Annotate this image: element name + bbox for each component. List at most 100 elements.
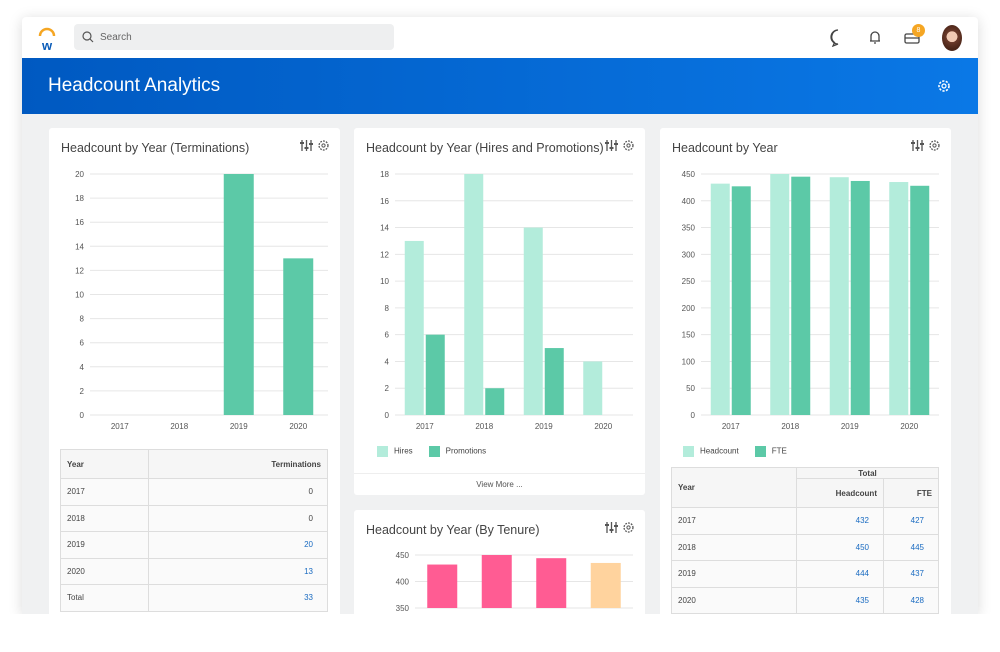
gear-icon[interactable] [622,521,635,539]
y-tick-label: 200 [682,304,696,313]
tenure-chart: 350 400 450 [396,551,633,613]
x-tick-label: 2018 [475,422,493,431]
terminations-cell[interactable]: 33 [148,584,328,612]
bar-value-2020[interactable] [590,562,621,608]
hires-promotions-chart: 0 2 4 6 8 10 12 14 16 18 2017 2018 2019 2020 [380,170,633,431]
bar-headcount-2019[interactable] [829,177,849,415]
chat-icon[interactable] [828,27,848,47]
card-title: Headcount by Year (By Tenure) [366,523,540,537]
page-title: Headcount Analytics [48,75,221,96]
terminations-table: Year Terminations 2017 0 2018 0 2019 20 2020 13 T… [60,449,328,612]
bar-fte-2018[interactable] [791,176,811,415]
filter-icon[interactable] [605,139,618,157]
bar-headcount-2020[interactable] [889,182,909,415]
gear-icon[interactable] [622,139,635,157]
card-title: Headcount by Year (Hires and Promotions) [366,141,604,155]
bar-hires-2019[interactable] [523,227,543,415]
card-title: Headcount by Year (Terminations) [61,141,250,155]
bar-promotions-2017[interactable] [425,334,445,415]
table-row: Total 33 [60,584,328,612]
avatar[interactable] [942,25,962,51]
fte-cell[interactable]: 428 [882,586,940,614]
search-input[interactable]: Search [74,24,394,50]
fte-cell[interactable]: 445 [882,533,940,561]
table-row: 2017 432 427 [671,507,940,535]
fte-cell[interactable]: 427 [882,507,940,535]
legend-item-promotions[interactable]: Promotions [428,446,487,457]
legend-label: Headcount [700,446,739,456]
bar-hires-2020[interactable] [583,361,603,415]
fte-cell[interactable]: 437 [882,560,940,588]
bar-promotions-2018[interactable] [485,388,505,415]
bell-icon[interactable] [865,27,885,47]
bar-value-2020[interactable] [283,258,314,415]
legend-label: Promotions [445,446,487,456]
y-tick-label: 10 [380,277,389,286]
y-tick-label: 300 [682,250,696,259]
column-header: Year [671,467,797,508]
x-tick-label: 2017 [416,422,434,431]
y-tick-label: 2 [80,387,85,396]
x-tick-label: 2020 [289,422,307,431]
y-tick-label: 10 [75,291,84,300]
headcount-cell[interactable]: 444 [796,560,884,588]
terminations-card: Headcount by Year (Terminations) 0 2 4 6 8 10… [49,128,340,628]
filter-icon[interactable] [605,521,618,539]
bar-hires-2017[interactable] [404,240,424,415]
bar-value-2019[interactable] [536,558,567,608]
year-cell: 2017 [671,507,797,535]
headcount-chart: 0 50 100 150 200 250 300 350 400 450 2017 2018 2019 2… [682,170,939,431]
terminations-cell[interactable]: 13 [148,557,328,585]
bar-promotions-2019[interactable] [544,348,564,415]
y-tick-label: 14 [75,242,84,251]
y-tick-label: 0 [80,411,85,420]
y-tick-label: 450 [396,551,410,560]
x-tick-label: 2018 [781,422,799,431]
table-row: 2017 0 [60,478,328,506]
bar-headcount-2018[interactable] [770,174,790,415]
gear-icon[interactable] [928,139,941,157]
chart-legend: Headcount FTE [683,446,787,457]
filter-icon[interactable] [911,139,924,157]
workday-logo[interactable]: w [36,26,58,52]
legend-item-headcount[interactable]: Headcount [683,446,739,457]
terminations-cell: 0 [148,478,328,506]
y-tick-label: 400 [396,578,410,587]
table-row: 2018 450 445 [671,533,940,561]
bar-value-2019[interactable] [223,174,254,415]
bar-fte-2020[interactable] [910,185,930,415]
legend-item-hires[interactable]: Hires [377,446,413,457]
bar-hires-2018[interactable] [464,174,484,415]
bottom-fade [0,614,1000,642]
bar-fte-2017[interactable] [731,186,751,415]
x-tick-label: 2019 [535,422,553,431]
y-tick-label: 16 [75,218,84,227]
x-tick-label: 2017 [111,422,129,431]
x-tick-label: 2020 [900,422,918,431]
view-more-link[interactable]: View More ... [354,473,645,495]
year-cell: 2020 [671,586,797,614]
terminations-cell: 0 [148,504,328,532]
gear-icon[interactable] [936,78,952,94]
legend-label: FTE [771,446,787,456]
filter-icon[interactable] [300,139,313,157]
headcount-cell[interactable]: 432 [796,507,884,535]
terminations-cell[interactable]: 20 [148,531,328,559]
y-tick-label: 6 [385,331,390,340]
table-row: 2019 444 437 [671,560,940,588]
y-tick-label: 450 [682,170,696,179]
y-tick-label: 16 [380,197,389,206]
bar-value-2017[interactable] [427,564,458,608]
headcount-cell[interactable]: 435 [796,586,884,614]
y-tick-label: 4 [385,357,390,366]
bar-headcount-2017[interactable] [710,183,730,415]
bar-value-2018[interactable] [481,555,512,608]
inbox-icon[interactable] [902,27,922,47]
legend-item-fte[interactable]: FTE [754,446,787,457]
column-header: Year [60,449,149,479]
gear-icon[interactable] [317,139,330,157]
headcount-cell[interactable]: 450 [796,533,884,561]
bar-fte-2019[interactable] [850,180,870,415]
y-tick-label: 0 [385,411,390,420]
table-row: 2018 0 [60,504,328,532]
